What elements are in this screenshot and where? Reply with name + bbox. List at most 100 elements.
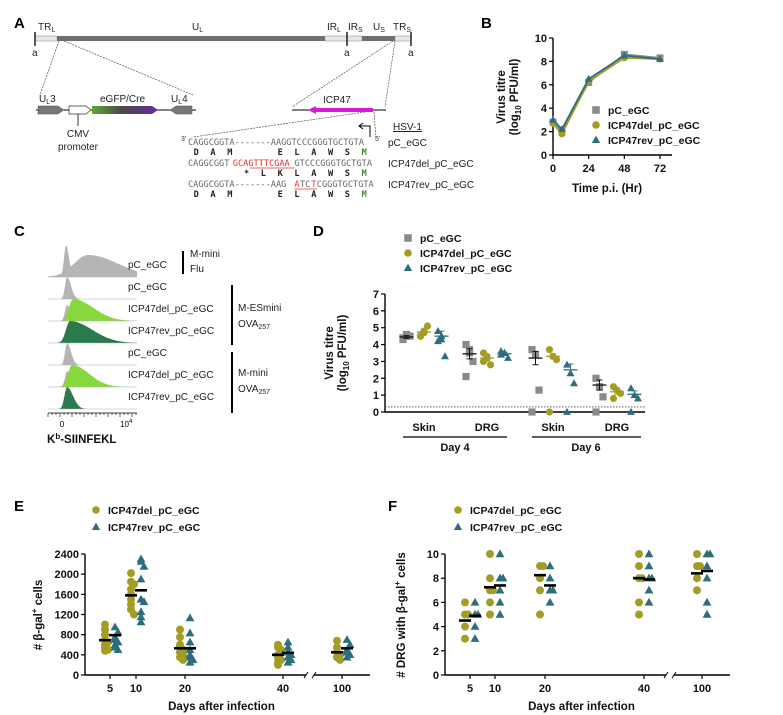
histogram-row-label: pC_eGC	[128, 348, 167, 359]
legend-label: ICP47rev_pC_eGC	[608, 135, 701, 147]
y-tick-label: 0	[373, 407, 379, 419]
sequence-segment: CAGGCGGTA-------AAGGTCCCGGGTGCTGTA	[188, 138, 365, 148]
error-bar	[484, 355, 490, 362]
x-tick-label: 100	[333, 683, 351, 695]
amino-acid: A	[311, 190, 317, 200]
x-tick-label: 100	[693, 683, 711, 695]
label-a-seq-1: a	[32, 48, 38, 59]
start-methionine: M	[362, 190, 367, 200]
data-point	[545, 346, 554, 354]
legend-marker	[592, 106, 600, 114]
data-point	[495, 549, 505, 558]
label-trl: TRL	[38, 22, 55, 34]
x-tick-label: 40	[277, 683, 289, 695]
legend-label: pC_eGC	[608, 105, 650, 117]
chart-f-drg-count: 0 2 4 6 8 10 5 10 20 40 100 Days after infection # D…	[393, 505, 730, 713]
group-label: M-ESmini	[238, 303, 281, 314]
data-point	[545, 561, 555, 570]
y-tick-label: 0	[541, 150, 547, 162]
x-tick-label: 0	[60, 420, 65, 429]
data-point	[345, 640, 355, 648]
sequence-name: ICP47rev_pC_eGC	[388, 180, 474, 191]
data-point	[705, 549, 715, 558]
error-bar	[532, 350, 539, 366]
data-point	[693, 550, 701, 558]
data-point	[609, 394, 618, 403]
y-tick-label: 4	[433, 622, 440, 634]
data-point	[179, 655, 187, 664]
histogram-curve	[48, 343, 137, 365]
y-tick-label: 7	[373, 289, 379, 301]
start-methionine: M	[362, 169, 367, 179]
y-tick-label: 3	[373, 356, 379, 368]
amino-acid: A	[311, 148, 317, 158]
region-irl-irs	[324, 35, 363, 42]
amino-acid: M	[227, 190, 232, 200]
error-bar	[631, 390, 638, 399]
data-point	[563, 360, 571, 368]
legend-label: ICP47del_pC_eGC	[420, 248, 512, 260]
data-point	[185, 657, 195, 666]
label-ul4: UL4	[171, 94, 188, 106]
histogram-curve	[48, 245, 137, 277]
y-axis-label: # DRG with β-gal+ cells	[393, 552, 408, 677]
error-bar	[550, 353, 556, 360]
data-point	[333, 636, 341, 645]
label-promoter: promoter	[58, 142, 99, 153]
label-a-seq-3: a	[408, 48, 414, 59]
amino-acid: K	[278, 169, 284, 179]
y-tick-label: 400	[61, 650, 79, 662]
group-label: M-mini	[238, 368, 268, 379]
data-point	[545, 408, 554, 416]
data-point	[486, 598, 494, 607]
amino-acid: E	[278, 190, 283, 200]
data-point	[130, 610, 138, 619]
label-irs: IRS	[348, 22, 363, 34]
y-tick-label: 2	[433, 646, 439, 658]
y-tick-label: 4	[541, 103, 548, 115]
x-axis-label: Kb-SIINFEKL	[47, 432, 116, 446]
data-point	[469, 357, 477, 366]
day-label: Day 4	[440, 442, 470, 454]
data-point	[283, 642, 293, 651]
y-tick-label: 8	[433, 573, 439, 585]
x-axis-label: Time p.i. (Hr)	[572, 183, 642, 195]
data-point	[702, 573, 712, 582]
y-tick-label: 4	[373, 340, 380, 352]
data-point	[644, 549, 654, 558]
data-point	[470, 622, 480, 630]
x-axis-label: Days after infection	[528, 701, 635, 713]
panel-label-b: B	[481, 15, 492, 32]
y-tick-label: 2400	[55, 549, 79, 561]
y-tick-label: 6	[541, 80, 547, 92]
sequence-segment: TC	[300, 180, 310, 190]
data-point	[486, 361, 495, 369]
group-label: OVA257	[238, 384, 270, 396]
amino-acid: L	[261, 169, 266, 179]
y-tick-label: 6	[433, 597, 439, 609]
data-point	[342, 635, 352, 643]
ul3-arrow	[37, 105, 65, 115]
y-tick-label: 10	[427, 549, 439, 561]
data-point	[136, 556, 146, 565]
histogram-row-label: ICP47rev_pC_eGC	[128, 326, 214, 337]
data-point	[696, 562, 704, 571]
data-point	[127, 569, 135, 578]
histogram-curve	[48, 277, 137, 299]
data-point	[176, 625, 184, 634]
error-bar	[403, 335, 410, 339]
data-point	[702, 609, 712, 618]
amino-acid: W	[328, 190, 334, 200]
chart-d-virus-titre: 0 1 2 3 4 5 6 7 Skin DRG Skin DRG Day 4 Day 6 Virus ti…	[324, 233, 645, 454]
data-point	[548, 585, 558, 594]
group-label: M-mini	[190, 249, 220, 260]
data-point	[635, 550, 643, 558]
dna-sequence: CAGGCGGTA-------AAGGTCCCGGGTGCTGTA	[188, 138, 365, 148]
amino-acid: S	[345, 169, 350, 179]
legend-label: ICP47rev_pC_eGC	[470, 522, 563, 534]
label-irl: IRL	[327, 22, 341, 34]
sequence-segment: GTCCCGGGTGCTGTA	[294, 159, 372, 169]
amino-acid: L	[294, 148, 299, 158]
data-point	[283, 657, 293, 666]
